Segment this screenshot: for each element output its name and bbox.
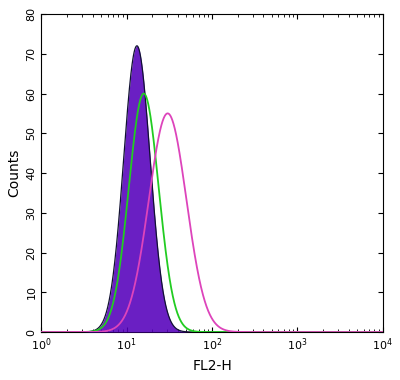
Y-axis label: Counts: Counts bbox=[7, 149, 21, 197]
X-axis label: FL2-H: FL2-H bbox=[192, 359, 232, 373]
